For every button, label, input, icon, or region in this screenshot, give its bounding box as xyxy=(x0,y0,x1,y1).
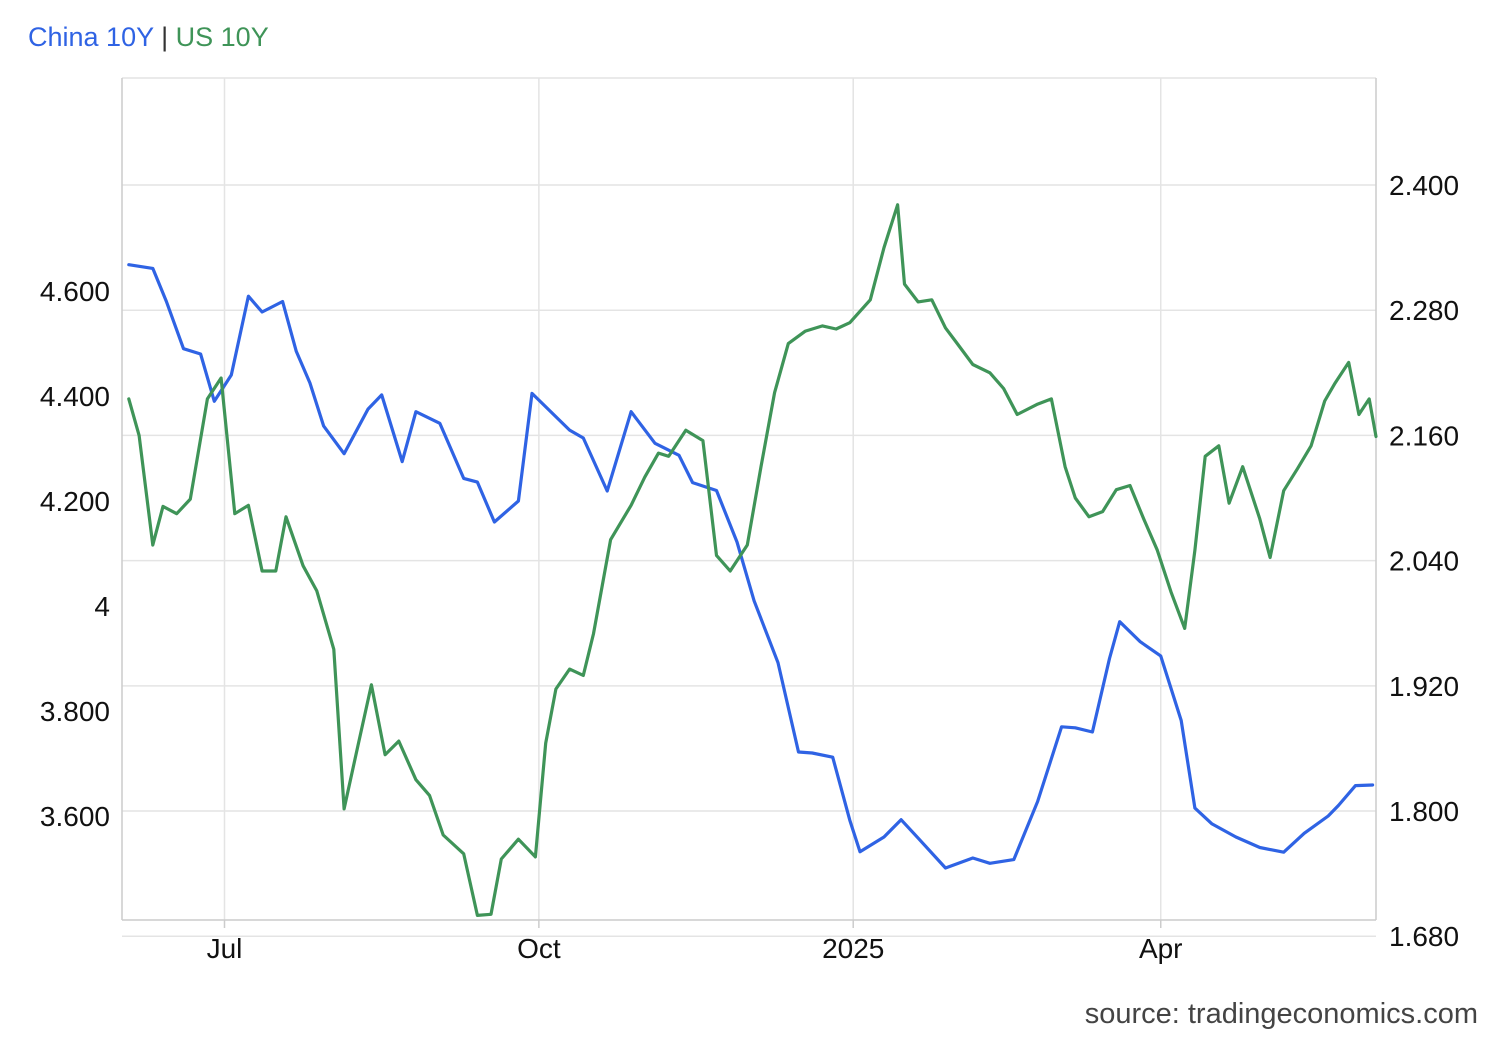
y-right-tick-label: 2.400 xyxy=(1389,170,1459,201)
y-right-tick-label: 1.920 xyxy=(1389,671,1459,702)
y-left-tick-label: 4.600 xyxy=(40,276,110,307)
y-left-tick-label: 4.400 xyxy=(40,381,110,412)
y-right-tick-label: 2.160 xyxy=(1389,420,1459,451)
x-tick-label: Oct xyxy=(517,933,561,964)
y-left-tick-label: 4.200 xyxy=(40,486,110,517)
y-right-tick-label: 2.280 xyxy=(1389,295,1459,326)
x-tick-label: Jul xyxy=(207,933,243,964)
series-layer xyxy=(127,203,1378,917)
y-left-tick-label: 3.800 xyxy=(40,696,110,727)
y-right-tick-label: 2.040 xyxy=(1389,546,1459,577)
axes xyxy=(121,78,1377,928)
chart-legend: China 10Y | US 10Y xyxy=(28,22,269,53)
grid-lines xyxy=(122,77,1376,937)
y-left-tick-label: 3.600 xyxy=(40,801,110,832)
y-left-tick-label: 4 xyxy=(94,591,110,622)
legend-china-10y[interactable]: China 10Y xyxy=(28,22,154,52)
y-right-tick-label: 1.800 xyxy=(1389,796,1459,827)
x-tick-label: Apr xyxy=(1139,933,1183,964)
legend-separator: | xyxy=(161,22,169,52)
series-line-china-10y[interactable] xyxy=(127,263,1375,870)
tick-labels: 3.600 3.800 4 4.200 4.400 4.600 1.680 1.800 1.92… xyxy=(40,170,1459,964)
legend-us-10y[interactable]: US 10Y xyxy=(175,22,269,52)
series-line-us-10y[interactable] xyxy=(127,203,1378,917)
y-right-tick-label: 1.680 xyxy=(1389,921,1459,952)
source-credit: source: tradingeconomics.com xyxy=(1084,998,1478,1030)
x-tick-label: 2025 xyxy=(822,933,884,964)
